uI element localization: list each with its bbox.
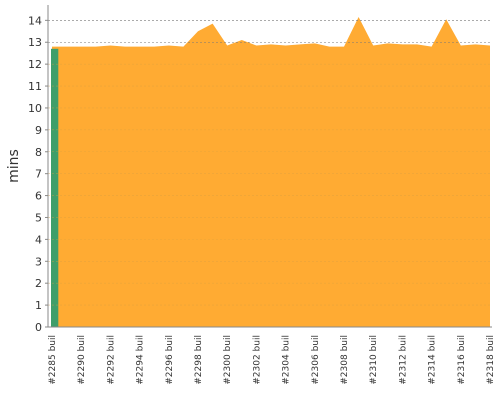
y-tick-label: 14	[28, 14, 42, 27]
y-axis-label: mins	[6, 149, 22, 183]
x-tick-label: #2290 buil	[77, 335, 87, 385]
x-tick-label: #2300 buil	[223, 335, 233, 385]
y-tick-label: 8	[35, 146, 42, 159]
y-tick-label: 7	[35, 168, 42, 181]
x-tick-label: #2294 buil	[136, 335, 146, 385]
x-tick-label: #2314 buil	[428, 335, 438, 385]
y-tick-label: 9	[35, 124, 42, 137]
y-tick-label: 11	[28, 80, 42, 93]
x-tick-label: #2298 buil	[194, 335, 204, 385]
x-tick-label: #2308 buil	[340, 335, 350, 385]
x-tick-label: #2318 buil	[486, 335, 496, 385]
y-tick-label: 6	[35, 190, 42, 203]
y-tick-label: 10	[28, 102, 42, 115]
x-tick-label: #2306 buil	[311, 335, 321, 385]
x-tick-label: #2285 buil	[48, 335, 58, 385]
x-tick-label: #2316 buil	[457, 335, 467, 385]
y-tick-label: 0	[35, 321, 42, 334]
y-tick-label: 3	[35, 255, 42, 268]
x-tick-label: #2296 buil	[165, 335, 175, 385]
area	[52, 17, 490, 328]
y-tick-label: 1	[35, 299, 42, 312]
x-tick-label: #2302 buil	[252, 335, 262, 385]
y-tick-label: 5	[35, 211, 42, 224]
x-tick-label: #2304 buil	[282, 335, 292, 385]
y-tick-label: 4	[35, 233, 42, 246]
y-tick-label: 2	[35, 277, 42, 290]
area-segment	[51, 48, 59, 328]
y-tick-label: 12	[28, 58, 42, 71]
x-tick-label: #2310 buil	[369, 335, 379, 385]
x-tick-label: #2292 buil	[106, 335, 116, 385]
y-tick-label: 13	[28, 36, 42, 49]
x-tick-label: #2312 buil	[398, 335, 408, 385]
